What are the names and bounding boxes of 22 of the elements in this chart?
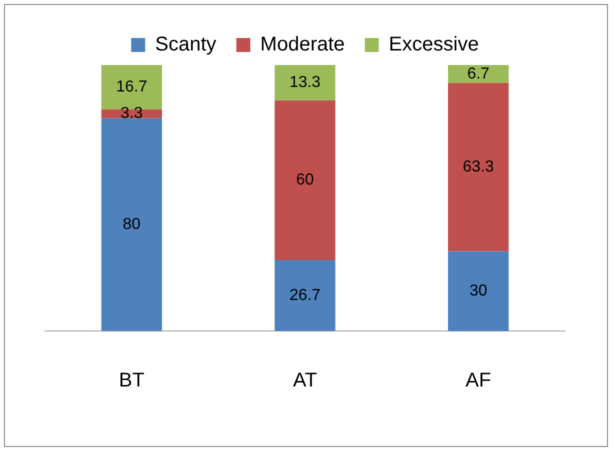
data-label: 80 <box>122 216 141 234</box>
legend-label: Scanty <box>155 34 216 56</box>
bar <box>274 65 336 100</box>
data-label: 60 <box>296 172 314 189</box>
data-label: 30 <box>469 282 488 300</box>
bar <box>274 100 336 260</box>
data-label: 6.7 <box>467 65 490 82</box>
data-label: 16.7 <box>116 78 148 96</box>
legend-label: Moderate <box>260 34 345 56</box>
x-tick-label: AF <box>466 370 492 392</box>
data-label: 63.3 <box>462 158 494 176</box>
data-label: 13.3 <box>289 74 321 92</box>
data-label: 3.3 <box>120 105 143 122</box>
bar <box>448 251 509 331</box>
x-tick-label: AT <box>292 370 318 392</box>
bar <box>448 82 509 252</box>
data-label: 26.7 <box>289 286 321 304</box>
bar <box>101 118 162 331</box>
x-tick-label: BT <box>118 370 144 392</box>
legend-label: Excessive <box>388 34 479 56</box>
bar <box>274 260 336 331</box>
bar <box>448 65 509 83</box>
